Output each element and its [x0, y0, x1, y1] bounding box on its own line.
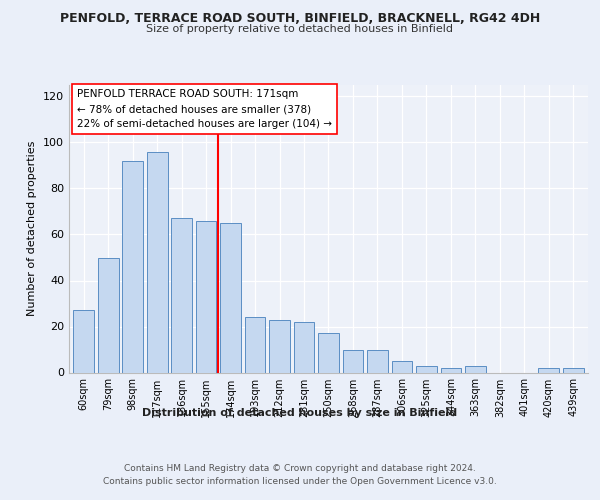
Bar — [538, 368, 559, 372]
Bar — [416, 366, 437, 372]
Y-axis label: Number of detached properties: Number of detached properties — [28, 141, 37, 316]
Bar — [563, 368, 584, 372]
Bar — [293, 322, 314, 372]
Text: PENFOLD, TERRACE ROAD SOUTH, BINFIELD, BRACKNELL, RG42 4DH: PENFOLD, TERRACE ROAD SOUTH, BINFIELD, B… — [60, 12, 540, 26]
Text: Contains HM Land Registry data © Crown copyright and database right 2024.
Contai: Contains HM Land Registry data © Crown c… — [103, 464, 497, 485]
Bar — [367, 350, 388, 372]
Bar — [73, 310, 94, 372]
Text: Size of property relative to detached houses in Binfield: Size of property relative to detached ho… — [146, 24, 454, 34]
Text: Distribution of detached houses by size in Binfield: Distribution of detached houses by size … — [142, 408, 458, 418]
Bar — [196, 220, 217, 372]
Bar — [392, 361, 412, 372]
Bar — [318, 334, 339, 372]
Bar — [343, 350, 364, 372]
Bar — [171, 218, 192, 372]
Bar — [269, 320, 290, 372]
Bar — [245, 318, 265, 372]
Bar — [122, 161, 143, 372]
Bar — [98, 258, 119, 372]
Text: PENFOLD TERRACE ROAD SOUTH: 171sqm
← 78% of detached houses are smaller (378)
22: PENFOLD TERRACE ROAD SOUTH: 171sqm ← 78%… — [77, 90, 332, 129]
Bar — [465, 366, 486, 372]
Bar — [147, 152, 167, 372]
Bar — [440, 368, 461, 372]
Bar — [220, 223, 241, 372]
